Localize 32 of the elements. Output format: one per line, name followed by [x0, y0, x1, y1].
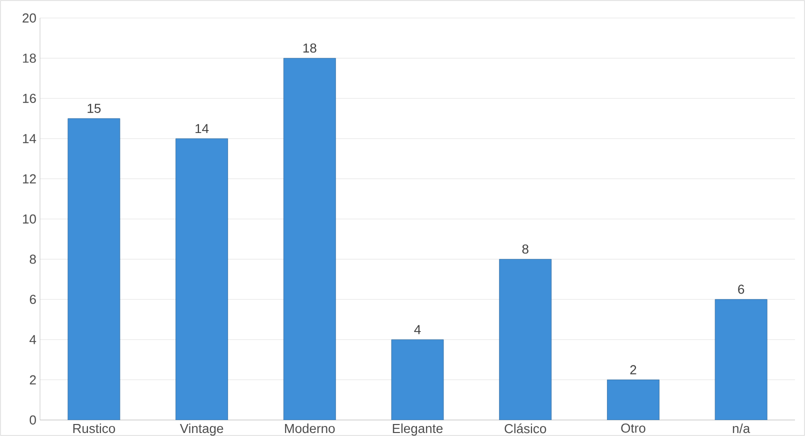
x-tick-label: Elegante — [392, 424, 443, 436]
bar — [714, 299, 768, 420]
data-label: 2 — [630, 365, 636, 374]
y-tick-label: 8 — [30, 254, 36, 264]
y-tick-label: 18 — [22, 54, 36, 63]
x-tick-label: Moderno — [285, 424, 335, 434]
data-label: 8 — [522, 244, 528, 254]
bar — [607, 380, 660, 420]
x-tick-label: Clásico — [504, 424, 546, 434]
x-tick-label: Otro — [621, 424, 646, 433]
data-label: 6 — [738, 284, 744, 294]
x-tick-label: Vintage — [180, 424, 224, 436]
x-tick-label: Rustico — [73, 424, 116, 434]
x-tick-label: n/a — [732, 424, 750, 434]
y-tick-label: 16 — [22, 94, 36, 103]
data-label: 18 — [303, 43, 316, 53]
y-tick-label: 10 — [22, 214, 36, 224]
bar — [68, 118, 120, 420]
y-tick-label: 12 — [22, 174, 36, 184]
y-tick-label: 6 — [30, 294, 36, 304]
data-label: 15 — [88, 104, 101, 113]
y-tick-label: 20 — [22, 13, 36, 23]
bar — [176, 138, 228, 420]
bar — [391, 339, 444, 420]
bar — [499, 258, 552, 420]
y-tick-label: 2 — [30, 375, 36, 384]
y-tick-label: 4 — [30, 335, 36, 344]
data-label: 4 — [414, 325, 421, 334]
y-tick-label: 0 — [30, 415, 36, 425]
bar — [283, 58, 336, 420]
data-label: 14 — [196, 124, 209, 134]
y-tick-label: 14 — [22, 134, 36, 144]
